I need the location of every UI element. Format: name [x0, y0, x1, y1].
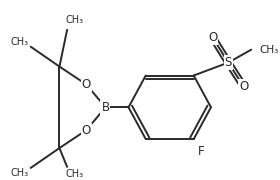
Text: O: O [82, 124, 91, 137]
Text: S: S [225, 56, 232, 69]
Text: B: B [101, 101, 109, 114]
Text: CH₃: CH₃ [10, 37, 28, 47]
Text: CH₃: CH₃ [66, 15, 84, 25]
Text: O: O [239, 80, 248, 93]
Text: O: O [208, 31, 218, 44]
Text: CH₃: CH₃ [259, 45, 278, 55]
Text: CH₃: CH₃ [10, 168, 28, 178]
Text: F: F [197, 145, 204, 158]
Text: CH₃: CH₃ [66, 169, 84, 179]
Text: O: O [82, 78, 91, 91]
